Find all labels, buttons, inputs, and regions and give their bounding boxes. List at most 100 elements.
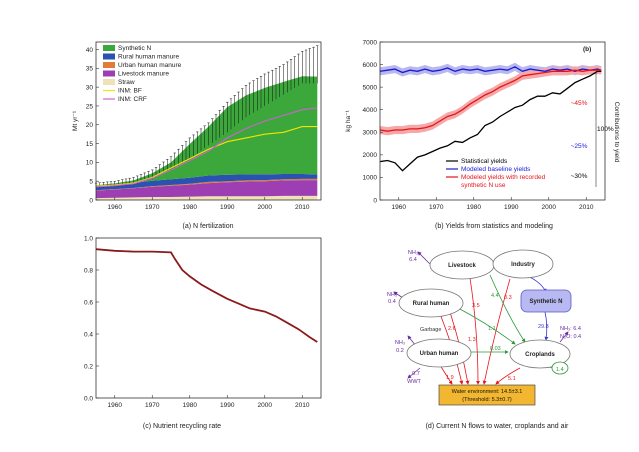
y-tick-label: 3000	[363, 130, 378, 137]
y-tick-label: 0.0	[84, 395, 93, 402]
water-line2: (Threshold: 5.3±0.7)	[462, 397, 512, 403]
annotation-label: 100%	[597, 126, 614, 133]
node-urban-human: Urban human	[406, 338, 472, 368]
panel-b-annotations: ~45% 100% ~25% ~30%	[571, 72, 614, 187]
legend-swatch	[103, 45, 115, 51]
legend-label: INM: BF	[118, 88, 142, 95]
legend-label: Statistical yields	[461, 158, 508, 165]
emission-urban-species: NH₃	[395, 340, 405, 346]
y-tick-label: 10	[86, 160, 94, 167]
node-industry-label: Industry	[511, 262, 535, 268]
y-tick-label: 0.2	[84, 363, 93, 370]
legend-label: INM: CRF	[118, 96, 147, 103]
panel-b-caption: (b) Yields from statistics and modeling	[435, 223, 553, 230]
legend-swatch	[103, 70, 115, 77]
panel-b-label: (b)	[583, 46, 591, 53]
x-tick-label: 1990	[504, 204, 519, 211]
emission-cropland	[559, 331, 569, 343]
legend-label: Urban human manure	[118, 62, 182, 69]
node-croplands: Croplands	[509, 339, 571, 369]
x-tick-label: 1960	[108, 204, 123, 211]
emission-livestock-species: NH₃	[408, 250, 418, 256]
y-tick-label: 5000	[363, 84, 378, 91]
line-inm-bf	[95, 126, 318, 187]
flow-label-industry-water: 0.3	[504, 295, 512, 301]
y-tick-label: 0	[89, 197, 93, 204]
panel-c-caption: (c) Nutrient recycling rate	[143, 423, 221, 430]
x-tick-label: 2010	[579, 204, 594, 211]
band-modeled-yields-with-recorded-synthetic-n-use	[380, 66, 602, 136]
panel-c: 1960 1970 1980 1990 2000 2010 0.0 0.2 0.4 0.6 0.8 1…	[84, 235, 322, 430]
panel-c-frame	[95, 237, 322, 399]
emission-livestock-value: 6.4	[409, 257, 417, 263]
x-tick-label: 2000	[542, 204, 557, 211]
emission-crop-n2o: N₂O: 0.4	[560, 334, 581, 340]
flow-label-urban-water: 1.9	[446, 375, 454, 381]
legend-label: Rural human manure	[118, 54, 179, 61]
node-rural-label: Rural human	[413, 301, 450, 307]
x-tick-label: 2000	[258, 204, 273, 211]
x-tick-label: 2010	[295, 402, 310, 409]
flow-label-livestock-water: 3.5	[472, 303, 480, 309]
panel-a-ylabel: Mt yr⁻¹	[72, 110, 79, 131]
x-tick-label: 1980	[183, 204, 198, 211]
legend-swatch	[103, 62, 115, 68]
area-straw	[96, 195, 318, 200]
legend-swatch	[103, 79, 115, 85]
legend-label: Synthetic N	[118, 45, 152, 52]
y-tick-label: 30	[86, 84, 94, 91]
x-tick-label: 1970	[145, 402, 160, 409]
y-tick-label: 0.6	[84, 299, 93, 306]
emission-wwt-value: 0.7	[412, 371, 420, 377]
annotation-label: ~30%	[571, 173, 588, 180]
emission-crop-nh3: NH₃: 6.4	[560, 326, 581, 332]
node-rural-human: Rural human	[398, 288, 464, 318]
annotation-label: ~25%	[571, 143, 588, 150]
legend-label: Livestock manure	[118, 71, 169, 78]
legend-label: synthetic N use	[461, 182, 506, 189]
flow-crop-water	[495, 367, 521, 385]
flow-label-rural-water-b: 1.3	[468, 337, 476, 343]
line-statistical-yields	[379, 70, 602, 172]
area-synthetic-n	[96, 76, 318, 187]
node-industry: Industry	[492, 249, 554, 279]
y-tick-label: 0.4	[84, 331, 93, 338]
panel-b-frame	[379, 41, 606, 201]
emission-urban-value: 0.2	[396, 348, 404, 354]
flow-livestock-crop	[489, 274, 526, 343]
y-tick-label: 40	[86, 47, 94, 54]
flow-livestock-water	[469, 277, 480, 385]
area-livestock-manure	[96, 180, 318, 199]
y-tick-label: 0.8	[84, 267, 93, 274]
line-inm-crf	[95, 107, 318, 188]
emission-rural-value: 0.4	[388, 299, 396, 305]
flow-label-urban-crop: 0.03	[490, 346, 501, 352]
emission-livestock	[417, 251, 433, 267]
panel-a-caption: (a) N fertilization	[183, 223, 234, 230]
y-tick-label: 1.0	[84, 235, 93, 242]
flow-synthetic-crop	[544, 311, 549, 341]
node-synthetic-n: Synthetic N	[520, 289, 572, 313]
panel-b-right-label: Contributions to yield	[613, 102, 620, 163]
y-tick-label: 0	[373, 197, 377, 204]
y-tick-label: 20	[86, 122, 94, 129]
legend-label: Modeled baseline yields	[461, 166, 531, 173]
node-urban-label: Urban human	[420, 351, 459, 357]
x-tick-label: 1970	[429, 204, 444, 211]
x-tick-label: 1960	[108, 402, 123, 409]
y-tick-label: 15	[86, 141, 94, 148]
panel-d-caption: (d) Current N flows to water, croplands …	[426, 423, 569, 430]
x-tick-label: 2010	[295, 204, 310, 211]
panel-a-frame	[95, 41, 322, 201]
y-tick-label: 35	[86, 66, 94, 73]
x-tick-label: 1970	[145, 204, 160, 211]
node-livestock: Livestock	[429, 250, 495, 280]
annotation-label: ~45%	[571, 100, 588, 107]
y-tick-label: 5	[89, 178, 93, 185]
water-environment-box: Water environment: 14.5±3.1 (Threshold: …	[438, 384, 536, 406]
area-urban-human-manure	[96, 178, 318, 191]
x-tick-label: 1990	[220, 402, 235, 409]
